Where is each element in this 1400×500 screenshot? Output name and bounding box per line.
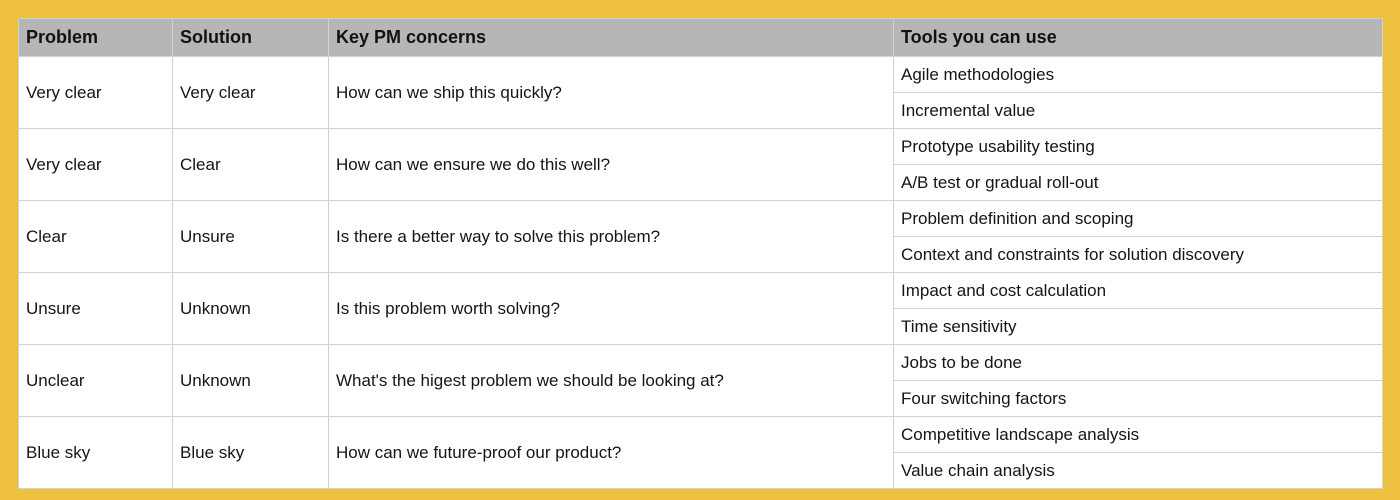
table-body: Very clear Very clear How can we ship th… <box>18 56 1383 489</box>
tool-cell: Jobs to be done <box>893 344 1383 381</box>
header-concerns: Key PM concerns <box>328 18 894 57</box>
solution-cell: Very clear <box>172 56 329 129</box>
table-subrow: Time sensitivity <box>19 308 1383 345</box>
header-tools: Tools you can use <box>893 18 1383 57</box>
tool-cell: A/B test or gradual roll-out <box>893 164 1383 201</box>
concern-cell: How can we ensure we do this well? <box>328 128 894 201</box>
problem-cell: Blue sky <box>18 416 173 489</box>
solution-cell: Unknown <box>172 344 329 417</box>
problem-cell: Very clear <box>18 128 173 201</box>
concern-cell: Is there a better way to solve this prob… <box>328 200 894 273</box>
problem-cell: Clear <box>18 200 173 273</box>
table-row: Blue sky Blue sky How can we future-proo… <box>18 416 1383 489</box>
table-row: Unclear Unknown What's the higest proble… <box>18 344 1383 417</box>
table-row: Very clear Clear How can we ensure we do… <box>18 128 1383 201</box>
tool-cell: Incremental value <box>893 92 1383 129</box>
table-row: Unsure Unknown Is this problem worth sol… <box>18 272 1383 345</box>
problem-cell: Unclear <box>18 344 173 417</box>
table-subrow: Value chain analysis <box>19 452 1383 489</box>
concern-cell: What's the higest problem we should be l… <box>328 344 894 417</box>
tool-cell: Time sensitivity <box>893 308 1383 345</box>
tool-cell: Problem definition and scoping <box>893 200 1383 237</box>
table-row: Very clear Very clear How can we ship th… <box>18 56 1383 129</box>
tool-cell: Value chain analysis <box>893 452 1383 489</box>
tool-cell: Context and constraints for solution dis… <box>893 236 1383 273</box>
solution-cell: Blue sky <box>172 416 329 489</box>
tool-cell: Impact and cost calculation <box>893 272 1383 309</box>
tool-cell: Competitive landscape analysis <box>893 416 1383 453</box>
table-header: Problem Solution Key PM concerns Tools y… <box>18 18 1383 57</box>
concern-cell: How can we ship this quickly? <box>328 56 894 129</box>
problem-cell: Very clear <box>18 56 173 129</box>
solution-cell: Unsure <box>172 200 329 273</box>
solution-cell: Clear <box>172 128 329 201</box>
table-subrow: A/B test or gradual roll-out <box>19 164 1383 201</box>
pm-problem-solution-table: Problem Solution Key PM concerns Tools y… <box>18 18 1383 489</box>
table-subrow: Incremental value <box>19 92 1383 129</box>
tool-cell: Prototype usability testing <box>893 128 1383 165</box>
tool-cell: Agile methodologies <box>893 56 1383 93</box>
header-problem: Problem <box>18 18 173 57</box>
header-solution: Solution <box>172 18 329 57</box>
concern-cell: How can we future-proof our product? <box>328 416 894 489</box>
table-subrow: Four switching factors <box>19 380 1383 417</box>
tool-cell: Four switching factors <box>893 380 1383 417</box>
table-row: Clear Unsure Is there a better way to so… <box>18 200 1383 273</box>
problem-cell: Unsure <box>18 272 173 345</box>
header-row: Problem Solution Key PM concerns Tools y… <box>18 18 1383 57</box>
solution-cell: Unknown <box>172 272 329 345</box>
concern-cell: Is this problem worth solving? <box>328 272 894 345</box>
